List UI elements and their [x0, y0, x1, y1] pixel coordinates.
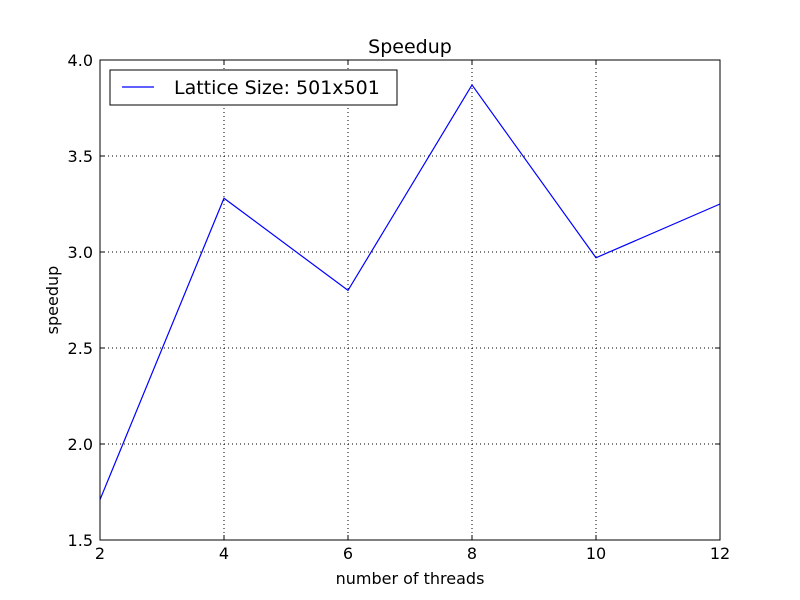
- x-tick-label: 10: [586, 544, 606, 563]
- ticks: [99, 59, 721, 541]
- legend: Lattice Size: 501x501: [109, 69, 398, 106]
- legend-box: [109, 69, 398, 106]
- x-tick-label: 8: [467, 544, 477, 563]
- x-tick-label: 6: [343, 544, 353, 563]
- y-axis-label: speedup: [43, 266, 62, 335]
- x-tick-label: 4: [219, 544, 229, 563]
- y-tick-label: 1.5: [68, 531, 93, 550]
- plot-frame: [99, 59, 721, 541]
- x-tick-label: 12: [710, 544, 730, 563]
- x-tick-label: 2: [95, 544, 105, 563]
- x-tick-labels: 2 4 6 8 10 12: [95, 544, 730, 563]
- chart-title: Speedup: [368, 36, 452, 58]
- y-tick-label: 2.5: [68, 339, 93, 358]
- series-line: [99, 83, 721, 500]
- series-layer: [99, 83, 721, 500]
- y-tick-label: 3.0: [68, 243, 93, 262]
- y-tick-label: 3.5: [68, 147, 93, 166]
- y-tick-label: 2.0: [68, 435, 93, 454]
- x-axis-label: number of threads: [336, 569, 485, 588]
- y-tick-labels: 1.5 2.0 2.5 3.0 3.5 4.0: [68, 51, 93, 550]
- y-tick-label: 4.0: [68, 51, 93, 70]
- legend-label: Lattice Size: 501x501: [174, 77, 380, 99]
